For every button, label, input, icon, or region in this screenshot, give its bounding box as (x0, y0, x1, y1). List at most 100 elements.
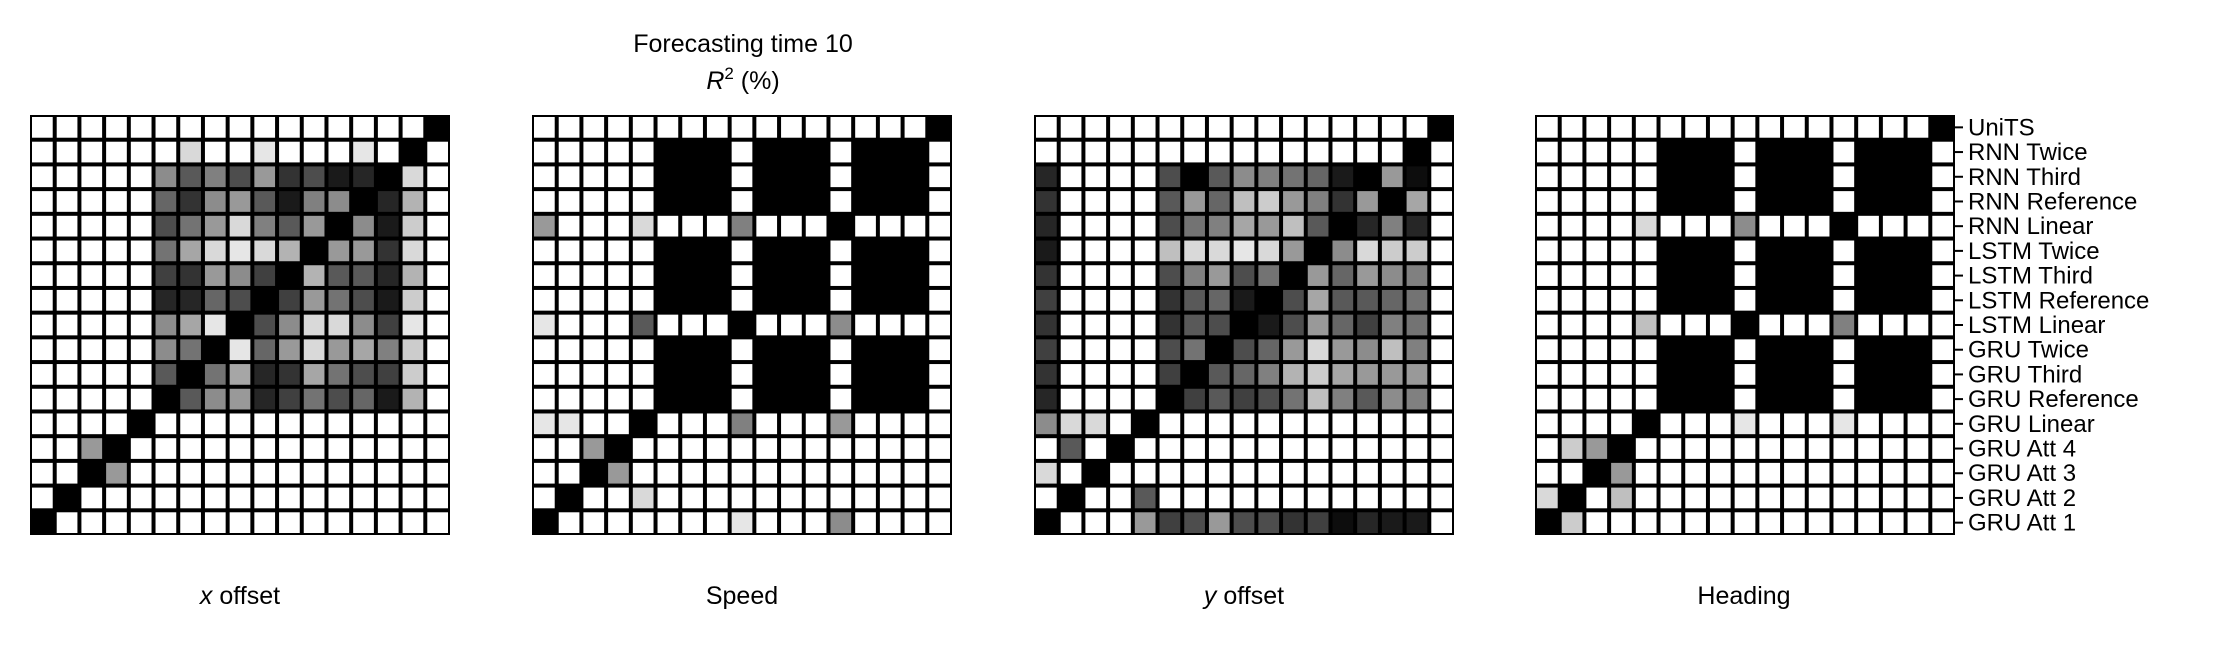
heatmap-cell (1685, 117, 1706, 138)
heatmap-cell (1258, 438, 1280, 459)
heatmap-cell (303, 339, 325, 361)
heatmap-cell (781, 462, 802, 484)
heatmap-cell (1709, 240, 1731, 262)
heatmap-cell (279, 314, 300, 336)
heatmap-cell (1685, 388, 1706, 410)
heatmap-cell (402, 117, 424, 138)
heatmap-cell (1734, 512, 1756, 533)
heatmap-cell (1036, 265, 1057, 286)
heatmap-cell (1561, 438, 1583, 459)
heatmap-cell (608, 191, 629, 212)
heatmap-cell (32, 289, 53, 311)
heatmap-cell (279, 339, 300, 361)
heatmap-cell (1907, 388, 1929, 410)
heatmap-cell (1085, 512, 1107, 533)
heatmap-cell (657, 166, 679, 188)
heatmap-cell (682, 141, 703, 163)
heatmap-cell (328, 215, 350, 237)
heatmap-cell (534, 289, 555, 311)
heatmap-cell (682, 240, 703, 262)
heatmap-cell (81, 339, 103, 361)
heatmap-cell (583, 265, 605, 286)
heatmap-cell (1307, 289, 1329, 311)
heatmap-cell (1784, 388, 1805, 410)
heatmap-cell (608, 289, 629, 311)
heatmap-cell (1561, 388, 1583, 410)
heatmap-cell (879, 314, 901, 336)
heatmap-cell (1808, 512, 1830, 533)
heatmap-cell (427, 512, 448, 533)
heatmap-cell (1406, 117, 1428, 138)
heatmap-cell (1734, 462, 1756, 484)
heatmap-cell (1332, 289, 1354, 311)
heatmap-cell (706, 215, 728, 237)
chart-subtitle: R2 (%) (706, 64, 779, 95)
heatmap-cell (279, 388, 300, 410)
heatmap-cell (1208, 413, 1230, 435)
heatmap-cell (106, 240, 127, 262)
heatmap-cell (1332, 117, 1354, 138)
heatmap-cell (1110, 240, 1131, 262)
heatmap-cell (1537, 215, 1558, 237)
heatmap-cell (534, 413, 555, 435)
heatmap-cell (32, 462, 53, 484)
heatmap-cell (1635, 413, 1657, 435)
heatmap-cell (81, 487, 103, 509)
heatmap-cell (106, 413, 127, 435)
heatmap-cell (254, 364, 276, 385)
heatmap-cell (657, 117, 679, 138)
heatmap-cell (805, 462, 827, 484)
heatmap-cell (377, 240, 399, 262)
heatmap-cell (1283, 166, 1304, 188)
heatmap-cell (130, 240, 152, 262)
heatmap-cell (1882, 487, 1904, 509)
heatmap-cell (706, 289, 728, 311)
heatmap-cell (1332, 240, 1354, 262)
heatmap-cell (427, 117, 448, 138)
heatmap-cell (1036, 339, 1057, 361)
heatmap-cell (583, 364, 605, 385)
heatmap-cell (1208, 339, 1230, 361)
heatmap-cell (731, 191, 753, 212)
heatmap-cell (1784, 487, 1805, 509)
heatmap-cell (180, 265, 201, 286)
heatmap-cell (279, 191, 300, 212)
heatmap-cell (1332, 314, 1354, 336)
heatmap-cell (1759, 191, 1781, 212)
heatmap-cell (1537, 339, 1558, 361)
heatmap-cell (879, 462, 901, 484)
heatmap-cell (1036, 388, 1057, 410)
heatmap-cell (328, 462, 350, 484)
heatmap-cell (1283, 314, 1304, 336)
heatmap-cell (583, 289, 605, 311)
heatmap-cell (1060, 487, 1082, 509)
heatmap-cell (781, 364, 802, 385)
heatmap-cell (558, 364, 580, 385)
heatmap-cell (204, 289, 226, 311)
heatmap-cell (583, 512, 605, 533)
heatmap-cell (1036, 438, 1057, 459)
heatmap-cell (929, 314, 950, 336)
heatmap-cell (657, 339, 679, 361)
heatmap-cell (1060, 388, 1082, 410)
heatmap-cell (1932, 191, 1953, 212)
heatmap-cell (904, 314, 926, 336)
heatmap-cell (731, 240, 753, 262)
heatmap-cell (427, 438, 448, 459)
heatmap-cell (830, 462, 852, 484)
heatmap-cell (608, 413, 629, 435)
heatmap-cell (608, 388, 629, 410)
heatmap-cell (1085, 240, 1107, 262)
heatmap-cell (632, 191, 654, 212)
heatmap-cell (632, 364, 654, 385)
heatmap-cell (1808, 438, 1830, 459)
heatmap-cell (632, 166, 654, 188)
heatmap-cell (1635, 512, 1657, 533)
heatmap-cell (534, 166, 555, 188)
heatmap-cell (279, 166, 300, 188)
heatmap-cell (204, 462, 226, 484)
heatmap-cell (155, 487, 177, 509)
heatmap-cell (1208, 215, 1230, 237)
heatmap-cell (1060, 364, 1082, 385)
heatmap-cell (1258, 265, 1280, 286)
